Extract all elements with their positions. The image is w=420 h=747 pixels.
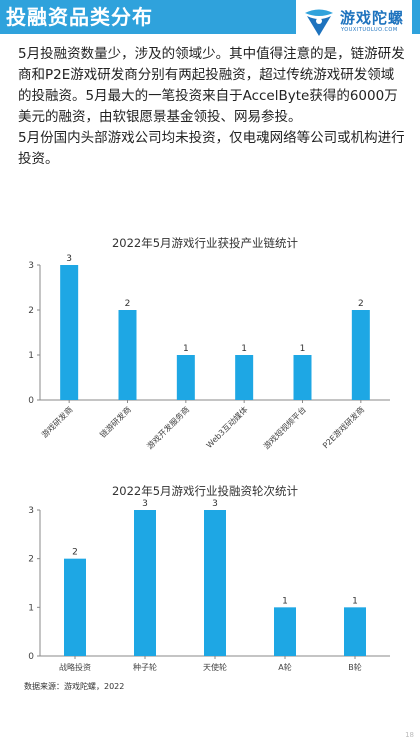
chain-data-label: 2 bbox=[358, 299, 364, 309]
chain-chart-title: 2022年5月游戏行业获投产业链统计 bbox=[112, 236, 299, 250]
chain-category-label: 链游研发商 bbox=[98, 404, 133, 439]
round-bar bbox=[204, 510, 226, 656]
chain-category-label: 游戏研发商 bbox=[39, 404, 74, 439]
chain-data-label: 1 bbox=[241, 344, 247, 354]
chain-category-label: 游戏短视频平台 bbox=[261, 404, 308, 451]
round-category-label: A轮 bbox=[278, 662, 291, 672]
chain-data-label: 2 bbox=[125, 299, 131, 309]
header-bar: 投融资品类分布 游戏陀螺 YOUXITUOLUO.COM bbox=[0, 0, 420, 44]
chain-y-tick-label: 0 bbox=[28, 396, 34, 406]
chain-bar bbox=[293, 355, 312, 400]
page-title: 投融资品类分布 bbox=[6, 5, 153, 29]
chain-bar bbox=[176, 355, 195, 400]
round-bar bbox=[64, 558, 86, 656]
chain-bar bbox=[235, 355, 254, 400]
summary-paragraph-1: 5月投融资数量少，涉及的领域少。其中值得注意的是，链游研发商和P2E游戏研发商分… bbox=[18, 46, 405, 125]
round-chart-title: 2022年5月游戏行业投融资轮次统计 bbox=[112, 484, 299, 498]
chain-bar bbox=[60, 265, 79, 400]
data-source-note: 数据来源：游戏陀螺，2022 bbox=[24, 682, 125, 691]
round-data-label: 2 bbox=[72, 548, 78, 558]
chain-category-label: 游戏开发服务商 bbox=[145, 404, 192, 451]
chain-bar bbox=[118, 310, 137, 400]
chain-category-label: Web3互动媒体 bbox=[204, 404, 250, 450]
round-bar bbox=[344, 607, 366, 656]
round-y-tick-label: 0 bbox=[28, 652, 34, 662]
industry-chain-bar-chart: 2022年5月游戏行业获投产业链统计 0 1 2 3 3 游戏研发商 2 链游研发商 1 游戏开发服… bbox=[28, 236, 390, 451]
chain-y-tick-label: 2 bbox=[28, 306, 34, 316]
round-data-label: 3 bbox=[142, 499, 148, 509]
round-category-label: 战略投资 bbox=[59, 662, 91, 672]
funding-round-bar-chart: 2022年5月游戏行业投融资轮次统计 0 1 2 3 2 战略投资 3 种子轮 3 天使轮 1 A轮 1 B… bbox=[28, 484, 390, 672]
chain-category-label: P2E游戏研发商 bbox=[320, 404, 366, 450]
chain-data-label: 3 bbox=[66, 254, 72, 264]
round-data-label: 1 bbox=[282, 596, 288, 606]
round-category-label: 种子轮 bbox=[133, 662, 157, 672]
round-y-tick-label: 2 bbox=[28, 555, 34, 565]
round-bar bbox=[134, 510, 156, 656]
logo-subtext: YOUXITUOLUO.COM bbox=[341, 27, 398, 33]
chain-y-tick-label: 1 bbox=[28, 351, 34, 361]
round-category-label: 天使轮 bbox=[203, 662, 227, 672]
brand-logo: 游戏陀螺 YOUXITUOLUO.COM bbox=[296, 0, 412, 44]
round-category-label: B轮 bbox=[348, 662, 362, 672]
round-bar bbox=[274, 607, 296, 656]
chain-bar bbox=[351, 310, 370, 400]
summary-paragraph-2: 5月份国内头部游戏公司均未投资，仅电魂网络等公司或机构进行投资。 bbox=[18, 130, 405, 167]
summary-text: 5月投融资数量少，涉及的领域少。其中值得注意的是，链游研发商和P2E游戏研发商分… bbox=[18, 44, 406, 170]
top-logo-icon bbox=[305, 9, 333, 36]
round-y-tick-label: 3 bbox=[28, 506, 34, 516]
logo-text: 游戏陀螺 bbox=[340, 9, 405, 27]
page-number: 18 bbox=[405, 731, 414, 739]
chain-data-label: 1 bbox=[183, 344, 189, 354]
round-data-label: 3 bbox=[212, 499, 218, 509]
round-y-tick-label: 1 bbox=[28, 603, 34, 613]
round-data-label: 1 bbox=[352, 596, 358, 606]
chain-data-label: 1 bbox=[300, 344, 306, 354]
chain-y-tick-label: 3 bbox=[28, 261, 34, 271]
